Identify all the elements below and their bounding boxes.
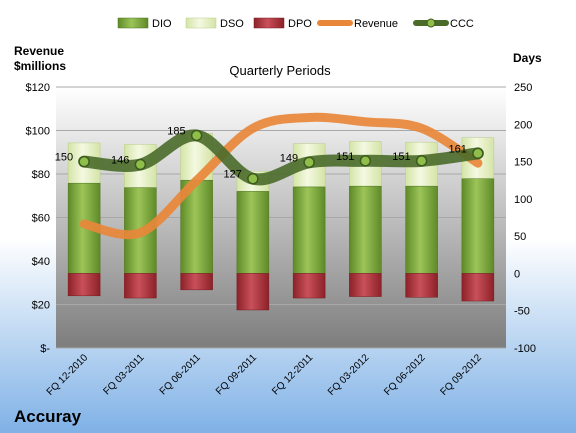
right-tick-label: 250: [514, 82, 532, 94]
lines: 150 146 185 127 149 151 151 161: [55, 112, 484, 240]
legend-label-ccc: CCC: [450, 18, 474, 30]
ccc-data-label: 151: [336, 151, 354, 163]
legend-label-dio: DIO: [152, 18, 172, 30]
right-tick-label: -100: [514, 343, 536, 355]
left-tick-label: $100: [26, 126, 50, 138]
left-tick-label: $40: [32, 256, 50, 268]
bar-dio: [292, 186, 326, 274]
bar-dpo: [292, 273, 326, 299]
right-tick-label: 50: [514, 231, 526, 243]
left-axis-tick-labels: $- $20 $40 $60 $80 $100 $120: [26, 82, 51, 355]
bar-dpo: [67, 273, 101, 297]
ccc-marker: [415, 155, 428, 167]
series-revenue-line: [79, 112, 483, 240]
legend-swatch-dso: [185, 17, 217, 29]
ccc-data-label: 150: [55, 152, 73, 164]
legend-label-dso: DSO: [220, 18, 244, 30]
right-tick-label: 100: [514, 194, 532, 206]
left-tick-label: $-: [40, 343, 50, 355]
bar-dio: [461, 178, 495, 274]
left-tick-label: $20: [32, 300, 50, 312]
right-tick-label: 0: [514, 268, 520, 280]
left-axis-label-line2: $millions: [14, 59, 66, 73]
right-tick-label: 150: [514, 157, 532, 169]
series-ccc-line: [78, 129, 484, 186]
bar-dpo: [349, 273, 382, 297]
bar-dpo: [236, 273, 270, 311]
ccc-marker: [303, 156, 315, 169]
ccc-marker: [472, 147, 484, 160]
legend-swatch-ccc-marker: [426, 18, 436, 28]
ccc-data-label: 161: [449, 143, 467, 155]
left-tick-label: $80: [32, 169, 50, 181]
right-tick-label: 200: [514, 119, 532, 131]
ccc-data-label: 149: [280, 152, 298, 164]
right-axis-tick-labels: -100 -50 0 50 100 150 200 250: [514, 82, 536, 355]
bar-dpo: [461, 273, 495, 302]
legend-label-revenue: Revenue: [354, 18, 398, 30]
ccc-data-label: 151: [392, 151, 410, 163]
left-axis-label-line1: Revenue: [14, 44, 64, 58]
right-tick-label: -50: [514, 306, 530, 318]
chart-title: Quarterly Periods: [229, 63, 331, 78]
legend-swatch-dio: [117, 17, 149, 29]
ccc-data-label: 185: [167, 125, 185, 137]
right-axis-label: Days: [513, 51, 542, 65]
ccc-marker: [78, 155, 90, 168]
legend-swatch-dpo: [253, 17, 285, 29]
legend-label-dpo: DPO: [288, 18, 312, 30]
bar-dio: [349, 185, 382, 274]
left-tick-label: $120: [26, 82, 50, 94]
company-name: Accuray: [14, 407, 82, 426]
bar-dpo: [180, 273, 213, 291]
ccc-data-label: 146: [111, 155, 129, 167]
bar-dpo: [405, 273, 438, 298]
ccc-marker: [359, 155, 372, 167]
ccc-marker: [134, 158, 147, 171]
bar-dio: [236, 191, 270, 274]
ccc-data-label: 127: [224, 169, 242, 181]
ccc-marker: [247, 172, 259, 185]
left-tick-label: $60: [32, 213, 50, 225]
bar-dio: [405, 185, 438, 274]
ccc-marker: [190, 129, 203, 142]
legend: DIO DSO DPO Revenue CCC: [117, 17, 474, 30]
bar-dpo: [124, 273, 157, 299]
